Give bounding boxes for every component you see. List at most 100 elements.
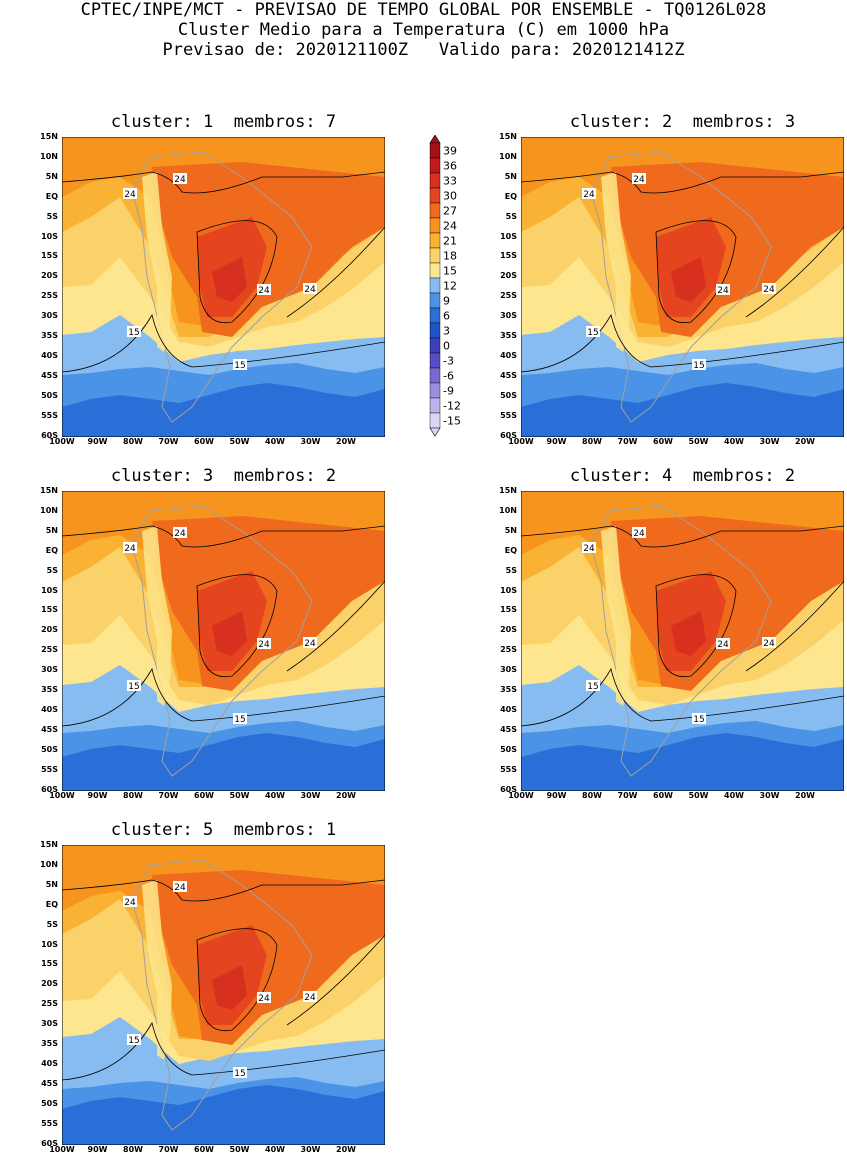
lat-tick-label: 20S	[500, 271, 517, 281]
contour-label-24d-text: 24	[763, 285, 775, 295]
contour-label-15b-text: 15	[693, 361, 704, 371]
contour-label-24d-text: 24	[304, 639, 316, 649]
lon-tick-label: 50W	[688, 437, 709, 446]
lat-tick-label: 35S	[41, 1039, 58, 1048]
lat-tick-label: 30S	[41, 665, 58, 675]
lon-tick-label: 70W	[158, 437, 179, 446]
lat-tick-label: 60S	[41, 1138, 58, 1148]
contour-label-24d: 24	[762, 637, 776, 649]
contour-label-24d: 24	[303, 637, 317, 649]
contour-label-15a-text: 15	[587, 328, 598, 338]
lon-tick-label: 90W	[546, 791, 567, 800]
lat-tick-label: 55S	[41, 1118, 58, 1128]
contour-label-24c: 24	[716, 638, 730, 650]
lat-tick-label: 35S	[41, 685, 58, 694]
contour-label-24a: 24	[582, 542, 596, 554]
contour-label-24b: 24	[632, 173, 646, 185]
lat-tick-label: 25S	[41, 645, 58, 655]
contour-label-24c: 24	[257, 284, 271, 296]
lon-tick-label: 60W	[653, 437, 673, 446]
colorbar-swatch	[429, 247, 441, 264]
lon-tick-label: 40W	[265, 437, 285, 446]
lat-tick-label: 15S	[41, 959, 58, 969]
contour-label-15b-text: 15	[234, 1069, 245, 1079]
figure-title-line3: Previsao de: 2020121100Z Valido para: 20…	[162, 40, 685, 60]
colorbar-swatch	[429, 412, 441, 429]
contour-label-24c-text: 24	[717, 640, 729, 650]
map-panel-5: 24 24 24 24 15 15	[62, 845, 385, 1145]
lat-tick-label: 25S	[500, 291, 517, 301]
colorbar-swatch	[429, 337, 441, 354]
contour-label-24a-text: 24	[583, 544, 595, 554]
contour-label-24c-text: 24	[258, 286, 270, 296]
contour-label-15a-text: 15	[128, 682, 139, 692]
lat-tick-label: 5N	[45, 525, 58, 535]
contour-label-15a-text: 15	[128, 328, 139, 338]
lon-tick-label: 90W	[87, 437, 108, 446]
lon-tick-label: 30W	[759, 791, 780, 800]
contour-label-15b: 15	[233, 359, 247, 371]
panel-title-2: cluster: 2 membros: 3	[569, 112, 796, 132]
colorbar: 39 36 33 30 27 24 21 18 15 12 9 6 3 0 -3 -6 -9 -12 -15	[426, 134, 486, 445]
lon-tick-label: 50W	[688, 791, 709, 800]
colorbar-level-label: 39	[443, 145, 457, 158]
colorbar-level-label: -6	[443, 370, 454, 383]
contour-label-24a-text: 24	[124, 544, 136, 554]
lat-tick-label: 15S	[41, 251, 58, 261]
contour-label-15b: 15	[692, 713, 706, 725]
contour-label-15b-text: 15	[234, 361, 245, 371]
contour-label-15a-text: 15	[128, 1036, 139, 1046]
lat-tick-label: 10S	[41, 585, 58, 595]
contour-label-24b-text: 24	[633, 529, 645, 539]
contour-24-east	[745, 226, 844, 318]
lon-tick-label: 20W	[795, 437, 815, 446]
contour-15	[62, 667, 385, 727]
map-svg-3: 24 24 24 24 15 15	[62, 491, 385, 791]
contour-label-24c: 24	[716, 284, 730, 296]
contour-label-24c-text: 24	[258, 994, 270, 1004]
lon-tick-label: 60W	[653, 791, 673, 800]
colorbar-level-label: 24	[443, 220, 457, 233]
contour-24-core	[196, 574, 278, 678]
contour-15	[62, 1021, 385, 1081]
lat-tick-label: 50S	[41, 744, 58, 754]
contour-24-east	[745, 580, 844, 672]
lat-tick-label: 15N	[499, 132, 517, 141]
contour-label-24a-text: 24	[124, 898, 136, 908]
contour-label-24b: 24	[173, 173, 187, 185]
lat-tick-label: 40S	[500, 704, 517, 714]
map-panel-2: 24 24 24 24 15 15	[521, 137, 844, 437]
lon-tick-label: 20W	[795, 791, 815, 800]
lat-tick-label: 40S	[500, 350, 517, 360]
contour-label-24a: 24	[582, 188, 596, 200]
contour-24-east	[286, 934, 385, 1026]
contour-24-east	[286, 580, 385, 672]
colorbar-swatch	[429, 322, 441, 339]
lon-tick-label: 80W	[123, 1145, 143, 1154]
lat-tick-label: 5N	[504, 525, 517, 535]
lon-tick-label: 80W	[582, 437, 602, 446]
colorbar-swatch	[429, 382, 441, 399]
lat-tick-label: 40S	[41, 350, 58, 360]
map-panel-4: 24 24 24 24 15 15	[521, 491, 844, 791]
coastline	[131, 151, 313, 423]
contour-label-24c-text: 24	[717, 286, 729, 296]
colorbar-bottom-arrow	[429, 427, 441, 437]
andes-strip	[142, 172, 172, 352]
colorbar-swatch	[429, 232, 441, 249]
colorbar-level-label: 15	[443, 265, 457, 278]
lon-tick-label: 100W	[508, 437, 534, 446]
contour-label-24b-text: 24	[174, 529, 186, 539]
lat-tick-label: 30S	[500, 665, 517, 675]
lat-tick-label: 30S	[41, 311, 58, 321]
contour-label-24d: 24	[303, 991, 317, 1003]
lon-tick-label: 90W	[546, 437, 567, 446]
lon-tick-label: 50W	[229, 791, 250, 800]
lat-tick-label: 50S	[41, 390, 58, 400]
lat-tick-label: 10S	[41, 939, 58, 949]
lat-tick-label: 40S	[41, 1058, 58, 1068]
lat-tick-label: 5N	[504, 171, 517, 181]
lat-tick-label: 30S	[500, 311, 517, 321]
contour-label-24c: 24	[257, 992, 271, 1004]
colorbar-level-label: 33	[443, 175, 457, 188]
